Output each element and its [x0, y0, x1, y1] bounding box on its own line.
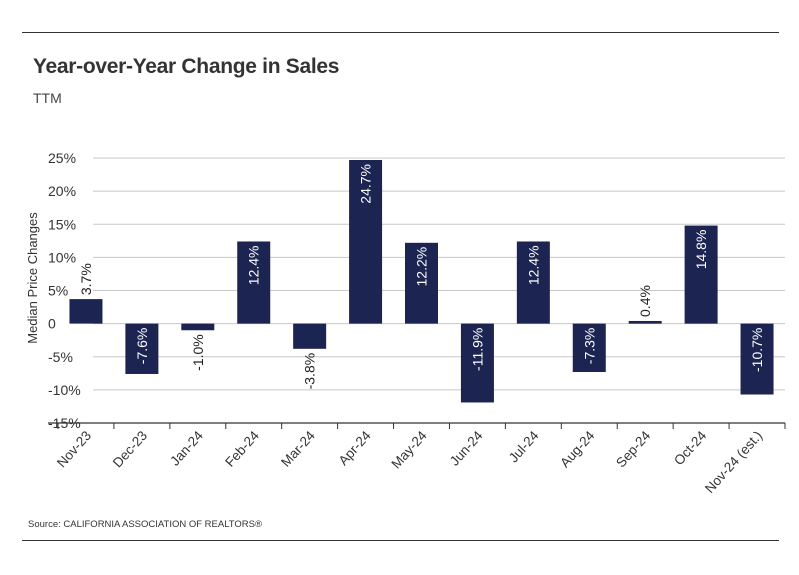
data-label: 12.2%	[414, 247, 430, 287]
y-tick-label: 20%	[48, 183, 76, 199]
source-note: Source: CALIFORNIA ASSOCIATION OF REALTO…	[28, 519, 263, 530]
bar-oct-24	[684, 225, 718, 324]
data-label: -11.9%	[469, 328, 485, 371]
bar-jan-24	[181, 323, 215, 331]
y-tick-label: -5%	[48, 349, 73, 365]
bar-nov-23	[69, 299, 103, 324]
data-label: 12.4%	[246, 245, 262, 285]
bottom-rule	[22, 540, 779, 541]
y-tick-label: 25%	[48, 150, 76, 166]
y-tick-label: 0	[48, 316, 56, 332]
x-tick-label: Mar-24	[278, 428, 318, 470]
bar-dec-23	[125, 323, 159, 374]
bar-nov-24-est-	[740, 323, 774, 395]
bar-aug-24	[572, 323, 606, 372]
top-rule	[22, 32, 779, 33]
bar-jul-24	[516, 241, 550, 324]
x-tick-label: Nov-24 (est.)	[702, 428, 765, 496]
y-tick-label: 10%	[48, 249, 76, 265]
data-label: 0.4%	[637, 285, 653, 317]
data-label: -7.6%	[134, 328, 150, 365]
bar-mar-24	[293, 323, 327, 349]
x-tick-label: May-24	[388, 428, 430, 472]
x-tick-label: Jan-24	[167, 428, 206, 469]
x-tick-label: Apr-24	[336, 428, 375, 469]
data-label: -7.3%	[581, 328, 597, 365]
x-tick-label: Nov-23	[54, 428, 94, 470]
bar-apr-24	[349, 159, 383, 324]
y-tick-label: 5%	[48, 283, 68, 299]
x-tick-label: Feb-24	[222, 428, 262, 470]
x-tick-label: Jun-24	[447, 428, 486, 469]
chart-subtitle: TTM	[33, 90, 62, 106]
data-label: -3.8%	[302, 353, 318, 390]
x-tick-label: Aug-24	[557, 428, 598, 471]
bar-may-24	[405, 242, 438, 324]
data-label: 3.7%	[78, 263, 94, 295]
bar-sep-24	[628, 320, 662, 324]
chart-title: Year-over-Year Change in Sales	[33, 55, 340, 78]
x-tick-label: Dec-23	[110, 428, 150, 470]
data-label: 14.8%	[693, 230, 709, 270]
bar-jun-24	[460, 323, 494, 403]
x-tick-label: Jul-24	[506, 428, 542, 466]
x-tick-label: Oct-24	[671, 428, 710, 469]
y-tick-label: -15%	[48, 415, 81, 431]
data-label: -1.0%	[190, 334, 206, 371]
data-label: 12.4%	[525, 245, 541, 285]
x-tick-label: Sep-24	[613, 428, 654, 471]
data-label: 24.7%	[358, 164, 374, 204]
y-tick-label: 15%	[48, 216, 76, 232]
bar-feb-24	[237, 241, 271, 324]
data-label: -10.7%	[749, 328, 765, 372]
y-tick-label: -10%	[48, 382, 81, 398]
y-axis-label: Median Price Changes	[25, 212, 40, 344]
